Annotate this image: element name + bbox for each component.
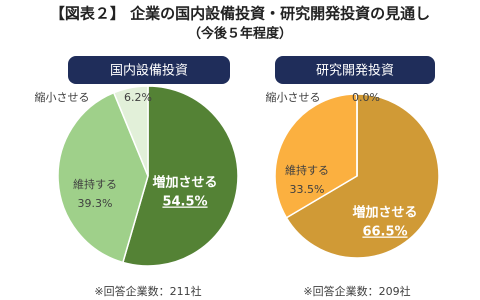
slice-value: 66.5%: [362, 225, 407, 240]
pie-slice: [121, 85, 239, 267]
footnote: ※回答企業数：209社: [303, 284, 410, 298]
slice-value: 6.2%: [124, 91, 152, 104]
pie-slice: [274, 93, 358, 219]
chart-title: 研究開発投資: [316, 63, 394, 79]
header-box: [68, 56, 230, 84]
pie-slice: [57, 91, 149, 264]
page-subtitle: （今後５年程度）: [188, 26, 292, 42]
slice-value: 33.5%: [290, 183, 325, 196]
slice-label: 増加させる: [352, 205, 417, 221]
slice-label: 増加させる: [152, 175, 217, 191]
pie-slice: [112, 85, 149, 177]
slice-label: 維持する: [285, 163, 329, 177]
header-box: [275, 56, 435, 84]
slice-value: 54.5%: [162, 195, 207, 210]
slice-label: 縮小させる: [35, 90, 90, 104]
chart-title: 国内設備投資: [110, 63, 188, 79]
pie-slice: [285, 93, 440, 259]
slice-label: 縮小させる: [266, 90, 321, 104]
slice-label: 維持する: [73, 177, 117, 191]
slice-value: 0.0%: [352, 91, 380, 104]
footnote: ※回答企業数：211社: [94, 284, 201, 298]
slice-value: 39.3%: [78, 197, 113, 210]
page-title: 【図表２】 企業の国内設備投資・研究開発投資の見通し: [50, 5, 430, 23]
